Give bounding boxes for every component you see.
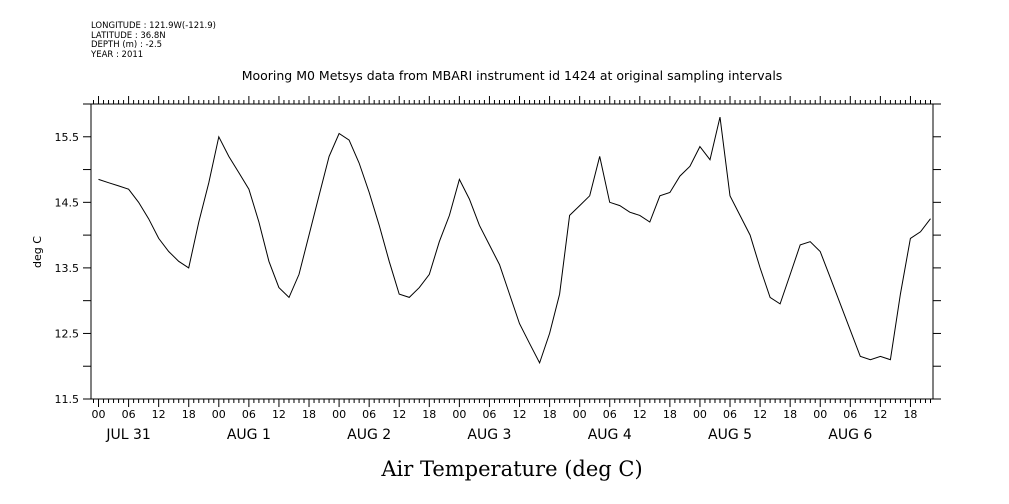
- x-day-label: AUG 2: [347, 427, 391, 443]
- x-day-label: AUG 5: [708, 427, 752, 443]
- x-hour-tick-label: 12: [633, 408, 647, 421]
- x-hour-tick-label: 00: [92, 408, 106, 421]
- x-hour-tick-label: 00: [573, 408, 587, 421]
- y-tick-label: 14.5: [55, 196, 80, 209]
- x-hour-tick-label: 18: [422, 408, 436, 421]
- x-day-label: AUG 4: [588, 427, 632, 443]
- y-tick-label: 11.5: [55, 393, 80, 406]
- x-hour-tick-label: 06: [122, 408, 136, 421]
- x-hour-tick-label: 18: [783, 408, 797, 421]
- x-hour-tick-label: 18: [543, 408, 557, 421]
- x-hour-tick-label: 12: [873, 408, 887, 421]
- x-hour-tick-label: 00: [813, 408, 827, 421]
- x-day-label: AUG 1: [227, 427, 271, 443]
- x-hour-tick-label: 06: [723, 408, 737, 421]
- x-hour-tick-label: 06: [603, 408, 617, 421]
- x-axis-label: Air Temperature (deg C): [380, 457, 642, 481]
- plot-frame: [90, 103, 934, 400]
- x-hour-tick-label: 06: [482, 408, 496, 421]
- axis-ticks: [83, 96, 941, 407]
- y-tick-labels: 11.5 12.5 13.5 14.5 15.5: [55, 131, 80, 406]
- longitude-line: LONGITUDE : 121.9W(-121.9): [91, 21, 216, 31]
- x-hour-tick-label: 06: [362, 408, 376, 421]
- x-hour-tick-label: 00: [332, 408, 346, 421]
- x-hour-tick-label: 18: [903, 408, 917, 421]
- y-tick-label: 13.5: [55, 262, 80, 275]
- y-tick-label: 15.5: [55, 131, 80, 144]
- x-hour-tick-label: 18: [302, 408, 316, 421]
- year-line: YEAR : 2011: [91, 49, 144, 60]
- x-hour-tick-label: 00: [212, 408, 226, 421]
- y-axis-label: deg C: [31, 236, 44, 268]
- temperature-series-line: [98, 116, 931, 365]
- latitude-line: LATITUDE : 36.8N: [91, 30, 166, 41]
- x-day-label: JUL 31: [105, 427, 150, 443]
- x-hour-tick-label: 12: [513, 408, 527, 421]
- x-hour-tick-label: 12: [753, 408, 767, 421]
- x-hour-tick-label: 12: [152, 408, 166, 421]
- mooring-metadata: LONGITUDE : 121.9W(-121.9) LATITUDE : 36.…: [91, 21, 216, 60]
- x-hour-tick-label: 12: [272, 408, 286, 421]
- y-tick-label: 12.5: [55, 327, 80, 340]
- x-hour-tick-label: 00: [452, 408, 466, 421]
- x-hour-tick-label: 06: [242, 408, 256, 421]
- x-day-label: AUG 3: [467, 427, 511, 443]
- x-hour-tick-label: 06: [843, 408, 857, 421]
- depth-line: DEPTH (m) : -2.5: [91, 40, 163, 51]
- x-hour-tick-label: 12: [392, 408, 406, 421]
- chart-title: Mooring M0 Metsys data from MBARI instru…: [242, 68, 783, 83]
- x-hour-tick-label: 18: [182, 408, 196, 421]
- x-hour-tick-label: 00: [693, 408, 707, 421]
- x-day-label: AUG 6: [828, 427, 872, 443]
- x-hour-tick-label: 18: [663, 408, 677, 421]
